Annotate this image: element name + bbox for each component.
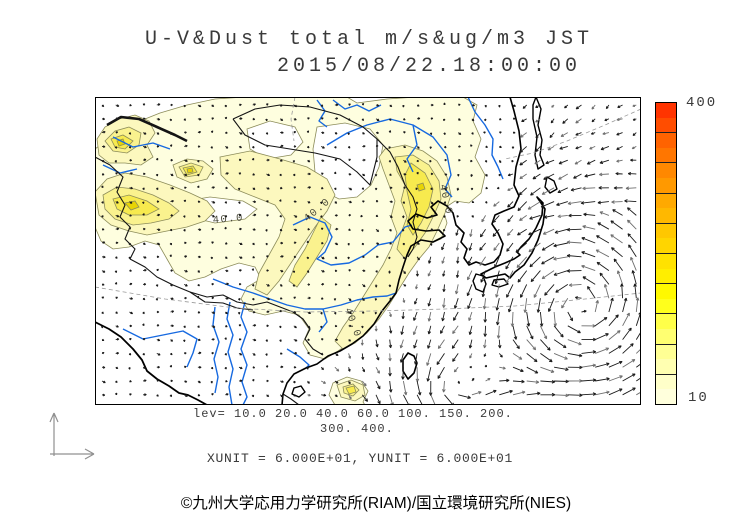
colorbar-cell — [656, 374, 676, 390]
coastline — [491, 278, 509, 288]
colorbar — [655, 102, 677, 405]
coastline — [544, 176, 558, 194]
coastline — [532, 97, 545, 170]
colorbar-cell — [656, 103, 676, 118]
colorbar-cell — [656, 389, 676, 404]
colorbar-cell — [656, 133, 676, 148]
coastline — [402, 352, 418, 380]
country-border-line — [232, 118, 378, 186]
colorbar-min-label: 10 — [688, 390, 709, 406]
y-axis-arrow — [49, 412, 59, 456]
dust-contour-region — [246, 120, 304, 160]
map-area: 40.0 40.0 40.0 40.0 — [95, 97, 641, 405]
country-border-line — [282, 393, 300, 405]
dust-contour-region — [186, 167, 194, 174]
wind-vector-arrows — [100, 102, 641, 405]
colorbar-max-label: 400 — [686, 95, 718, 111]
graticule-dashed-line — [95, 286, 641, 313]
colorbar-cell — [656, 298, 676, 315]
river-line — [212, 278, 397, 310]
copyright-notice: ©九州大学応用力学研究所(RIAM)/国立環境研究所(NIES) — [180, 495, 572, 512]
x-axis-arrow — [50, 448, 95, 460]
contour-levels-line2: 300. 400. — [320, 422, 394, 436]
contour-value-label: 40.0 — [212, 212, 244, 227]
plot-title: U-V&Dust total m/s&ug/m3 JST — [145, 28, 594, 51]
river-line — [406, 124, 418, 173]
dust-contour-region — [219, 150, 336, 296]
colorbar-cell — [656, 359, 676, 375]
colorbar-cell — [656, 328, 676, 345]
country-border-line — [106, 115, 188, 143]
river-line — [467, 97, 504, 180]
graticule-dashed-line — [504, 108, 641, 160]
colorbar-cell — [656, 163, 676, 178]
dust-contour-region — [416, 182, 426, 192]
colorbar-cell — [656, 147, 676, 164]
dust-contour-region — [124, 200, 140, 211]
colorbar-cell — [656, 253, 676, 269]
dust-contour-region — [345, 385, 357, 395]
graticule-dashed-line — [290, 97, 296, 142]
colorbar-cell — [656, 223, 676, 239]
river-line — [226, 301, 234, 405]
colorbar-cell — [656, 208, 676, 224]
colorbar-cell — [656, 117, 676, 134]
colorbar-cell — [656, 314, 676, 329]
river-line — [318, 308, 328, 333]
river-line — [112, 136, 171, 150]
coastline — [472, 273, 487, 293]
country-border-line — [129, 258, 324, 356]
country-border-line — [232, 104, 378, 140]
dust-contour-region — [288, 216, 332, 288]
axis-orientation-arrows — [49, 412, 95, 460]
colorbar-cell — [656, 284, 676, 299]
wind-vector-arrows-secondary — [307, 104, 641, 405]
colorbar-cell — [656, 177, 676, 194]
river-line — [240, 301, 248, 405]
coastline — [281, 97, 522, 405]
river-line — [122, 328, 198, 368]
coastline — [480, 196, 546, 279]
colorbar-cell — [656, 344, 676, 360]
map-frame — [95, 97, 641, 405]
river-line — [212, 306, 220, 394]
river-line — [286, 348, 310, 369]
colorbar-cell — [656, 193, 676, 209]
plot-datetime: 2015/08/22.18:00:00 — [277, 55, 582, 78]
river-line — [292, 216, 413, 266]
river-line — [326, 118, 453, 198]
river-line — [102, 164, 138, 174]
contour-levels-line1: lev= 10.0 20.0 40.0 60.0 100. 150. 200. — [193, 407, 513, 421]
colorbar-cell — [656, 268, 676, 285]
coastline — [95, 321, 208, 405]
colorbar-cell — [656, 238, 676, 254]
unit-scale-label: XUNIT = 6.000E+01, YUNIT = 6.000E+01 — [207, 451, 514, 466]
coastline — [291, 385, 306, 398]
river-line — [332, 99, 382, 112]
dust-wind-map: 40.040.040.040.0 — [95, 97, 641, 405]
